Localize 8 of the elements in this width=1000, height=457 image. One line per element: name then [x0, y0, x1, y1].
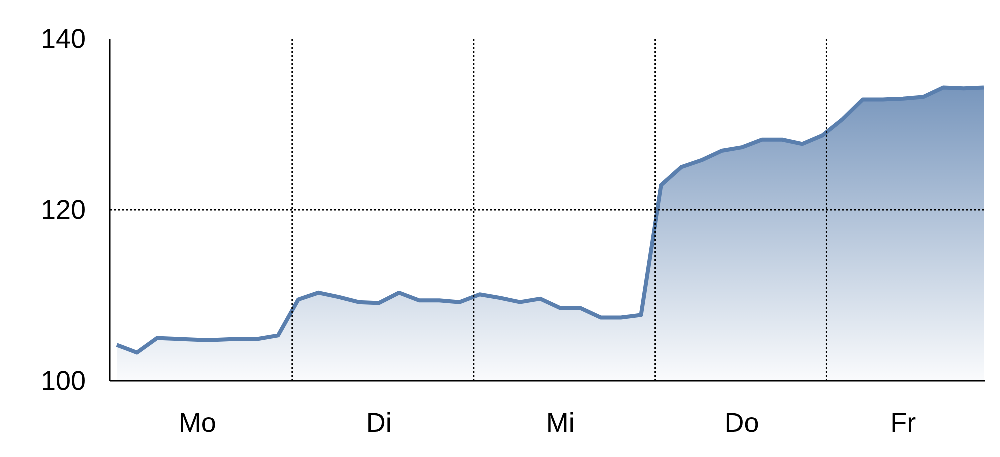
x-tick-label: Do [724, 408, 760, 438]
x-tick-label: Fr [890, 408, 916, 438]
y-tick-label: 120 [40, 195, 86, 225]
x-tick-label: Di [366, 408, 392, 438]
x-tick-label: Mi [546, 408, 575, 438]
y-tick-label: 100 [40, 366, 86, 396]
x-tick-label: Mo [178, 408, 216, 438]
y-tick-label: 140 [40, 24, 86, 54]
